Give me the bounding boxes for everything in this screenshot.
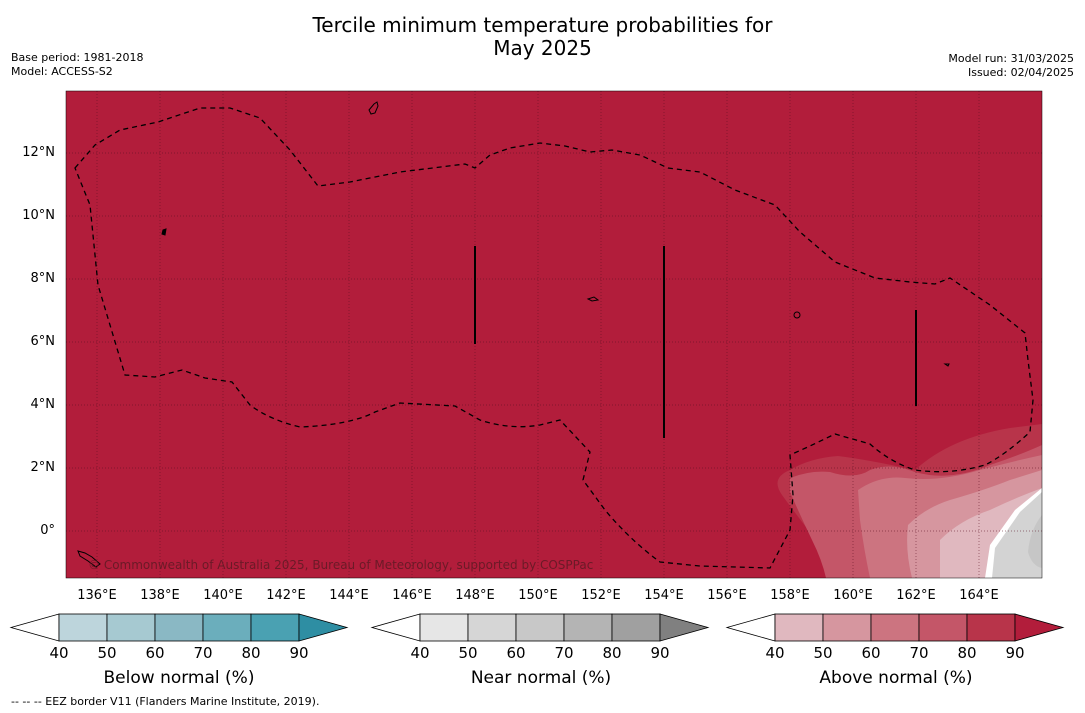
meta-left: Base period: 1981-2018 Model: ACCESS-S2 [11,51,143,79]
colorbar-over-triangle [1014,613,1065,642]
eez-meridian-segments [474,246,917,438]
near-normal-region [992,492,1042,578]
colorbar-segment [467,613,517,642]
colorbar-under-triangle [9,613,60,642]
cb-above-tick: 40 [765,644,785,662]
lat-label: 8°N [30,271,56,286]
lat-label: 6°N [30,334,56,349]
lon-label: 158°E [770,588,810,603]
lat-label: 12°N [22,145,55,160]
colorbar-segment [611,613,661,642]
colorbar-segment [419,613,469,642]
lon-label: 140°E [203,588,243,603]
cb-above-tick: 70 [909,644,929,662]
cb-above-tick: 80 [957,644,977,662]
colorbar-segment [154,613,204,642]
colorbar-segment [250,613,300,642]
lon-label: 154°E [644,588,684,603]
title-line-2: May 2025 [493,36,592,60]
cb-below-title: Below normal (%) [103,668,255,688]
colorbar-segment [515,613,565,642]
lon-label: 162°E [896,588,936,603]
cb-near-title: Near normal (%) [470,668,612,688]
colorbar-segment [822,613,872,642]
colorbar-over-triangle [659,613,710,642]
cb-near-tick: 70 [554,644,574,662]
cb-below-tick: 80 [241,644,261,662]
lon-label: 138°E [140,588,180,603]
colorbar-under-triangle [370,613,421,642]
lat-label: 4°N [30,397,56,412]
colorbar-segment [870,613,920,642]
cb-near-tick: 40 [410,644,430,662]
cb-near-tick: 60 [506,644,526,662]
lon-label: 152°E [581,588,621,603]
map-frame [65,90,1043,579]
colorbar-over-triangle [298,613,349,642]
near-normal-darker-region [1028,515,1042,568]
lat-label: 0° [40,523,55,538]
lon-label: 156°E [707,588,747,603]
islands [77,101,950,568]
colorbar-near-normal [370,613,710,642]
cb-below-tick: 90 [289,644,309,662]
lon-label: 164°E [959,588,999,603]
copyright-notice: © Commonwealth of Australia 2025, Bureau… [88,558,594,572]
eez-footnote: -- -- -- EEZ border V11 (Flanders Marine… [11,695,320,708]
colorbar-segment [966,613,1016,642]
cb-below-tick: 70 [193,644,213,662]
lon-label: 146°E [392,588,432,603]
title-line-1: Tercile minimum temperature probabilitie… [312,13,773,37]
lon-label: 142°E [266,588,306,603]
colorbar-segment [106,613,156,642]
issued-date: Issued: 02/04/2025 [967,66,1074,79]
colorbar-segment [58,613,108,642]
colorbar-under-triangle [725,613,776,642]
cb-near-tick: 90 [650,644,670,662]
eez-border [74,107,1034,569]
cb-above-title: Above normal (%) [819,668,973,688]
cb-above-tick: 50 [813,644,833,662]
grid-lines [66,91,1042,578]
lon-label: 136°E [77,588,117,603]
lat-label: 2°N [30,460,56,475]
colorbar-segment [774,613,824,642]
cb-below-tick: 40 [49,644,69,662]
base-period: Base period: 1981-2018 [11,51,144,64]
cb-near-tick: 80 [602,644,622,662]
cb-near-tick: 50 [458,644,478,662]
colorbar-below-normal [9,613,349,642]
colorbar-above-normal [725,613,1065,642]
cb-above-tick: 60 [861,644,881,662]
model-name: Model: ACCESS-S2 [11,65,113,78]
cb-below-tick: 50 [97,644,117,662]
lon-label: 144°E [329,588,369,603]
colorbar-segment [563,613,613,642]
colorbar-segment [202,613,252,642]
lon-label: 148°E [455,588,495,603]
cb-below-tick: 60 [145,644,165,662]
lon-label: 160°E [833,588,873,603]
map-title: Tercile minimum temperature probabilitie… [0,14,1085,60]
lat-label: 10°N [22,208,55,223]
model-run: Model run: 31/03/2025 [948,52,1074,65]
colorbar-segment [918,613,968,642]
lon-label: 150°E [518,588,558,603]
cb-above-tick: 90 [1005,644,1025,662]
map-fill [66,91,1042,578]
meta-right: Model run: 31/03/2025 Issued: 02/04/2025 [948,52,1074,80]
